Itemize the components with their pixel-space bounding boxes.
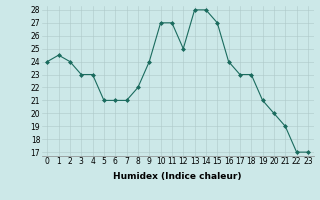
X-axis label: Humidex (Indice chaleur): Humidex (Indice chaleur) (113, 172, 242, 181)
